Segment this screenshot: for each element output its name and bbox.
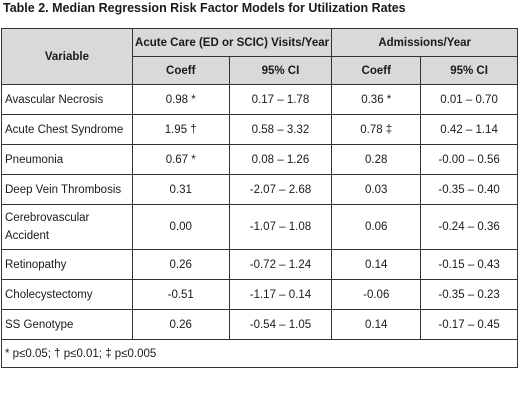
cell-coeff-acute: 0.26 xyxy=(131,309,230,340)
cell-ci-acute: -2.07 – 2.68 xyxy=(228,174,333,205)
cell-variable: Cholecystectomy xyxy=(1,279,133,310)
regression-table: Variable Acute Care (ED or SCIC) Visits/… xyxy=(1,28,518,368)
cell-ci-admissions: -0.35 – 0.40 xyxy=(420,174,518,205)
cell-ci-acute: -0.54 – 1.05 xyxy=(228,309,333,340)
cell-coeff-admissions: 0.14 xyxy=(331,249,422,280)
header-row-groups: Variable Acute Care (ED or SCIC) Visits/… xyxy=(1,28,518,85)
cell-coeff-acute: 0.26 xyxy=(131,249,230,280)
cell-ci-acute: -1.17 – 0.14 xyxy=(228,279,333,310)
cell-coeff-admissions: 0.03 xyxy=(331,174,422,205)
header-admissions: Admissions/Year xyxy=(331,28,518,57)
header-acute-care: Acute Care (ED or SCIC) Visits/Year xyxy=(131,28,333,57)
cell-coeff-acute: 1.95 † xyxy=(131,114,230,145)
header-ci-2: 95% CI xyxy=(420,56,518,85)
table-row: Cholecystectomy -0.51 -1.17 – 0.14 -0.06… xyxy=(1,279,518,310)
table-row: Avascular Necrosis 0.98 * 0.17 – 1.78 0.… xyxy=(1,84,518,115)
cell-ci-admissions: 0.01 – 0.70 xyxy=(420,84,518,115)
cell-coeff-admissions: -0.06 xyxy=(331,279,422,310)
cell-coeff-admissions: 0.06 xyxy=(331,204,422,250)
cell-variable: Cerebrovascular Accident xyxy=(1,204,133,250)
cell-ci-admissions: -0.24 – 0.36 xyxy=(420,204,518,250)
cell-ci-admissions: -0.17 – 0.45 xyxy=(420,309,518,340)
cell-ci-acute: 0.08 – 1.26 xyxy=(228,144,333,175)
table-row: Retinopathy 0.26 -0.72 – 1.24 0.14 -0.15… xyxy=(1,249,518,280)
cell-ci-admissions: 0.42 – 1.14 xyxy=(420,114,518,145)
header-variable: Variable xyxy=(1,28,133,85)
table-caption: Table 2. Median Regression Risk Factor M… xyxy=(3,1,406,15)
header-row-metrics: Coeff 95% CI Coeff 95% CI xyxy=(2,56,518,85)
cell-ci-admissions: -0.35 – 0.23 xyxy=(420,279,518,310)
footnote-row: * p≤0.05; † p≤0.01; ‡ p≤0.005 xyxy=(1,339,518,368)
cell-ci-acute: -1.07 – 1.08 xyxy=(228,204,333,250)
cell-ci-acute: 0.17 – 1.78 xyxy=(228,84,333,115)
header-coeff-1: Coeff xyxy=(131,56,230,85)
cell-variable: Acute Chest Syndrome xyxy=(1,114,133,145)
cell-ci-acute: 0.58 – 3.32 xyxy=(228,114,333,145)
cell-variable: Avascular Necrosis xyxy=(1,84,133,115)
cell-variable: Pneumonia xyxy=(1,144,133,175)
cell-coeff-acute: 0.31 xyxy=(131,174,230,205)
cell-ci-admissions: -0.00 – 0.56 xyxy=(420,144,518,175)
cell-ci-admissions: -0.15 – 0.43 xyxy=(420,249,518,280)
cell-coeff-acute: -0.51 xyxy=(131,279,230,310)
cell-coeff-acute: 0.98 * xyxy=(131,84,230,115)
cell-coeff-acute: 0.67 * xyxy=(131,144,230,175)
footnote: * p≤0.05; † p≤0.01; ‡ p≤0.005 xyxy=(1,339,518,368)
cell-coeff-admissions: 0.78 ‡ xyxy=(331,114,422,145)
cell-ci-acute: -0.72 – 1.24 xyxy=(228,249,333,280)
cell-variable: SS Genotype xyxy=(1,309,133,340)
table-row: SS Genotype 0.26 -0.54 – 1.05 0.14 -0.17… xyxy=(1,309,518,340)
cell-coeff-admissions: 0.28 xyxy=(331,144,422,175)
cell-coeff-admissions: 0.14 xyxy=(331,309,422,340)
header-ci-1: 95% CI xyxy=(228,56,333,85)
cell-coeff-acute: 0.00 xyxy=(131,204,230,250)
cell-variable: Deep Vein Thrombosis xyxy=(1,174,133,205)
table-row: Deep Vein Thrombosis 0.31 -2.07 – 2.68 0… xyxy=(1,174,518,205)
table-row: Pneumonia 0.67 * 0.08 – 1.26 0.28 -0.00 … xyxy=(1,144,518,175)
table-row: Acute Chest Syndrome 1.95 † 0.58 – 3.32 … xyxy=(1,114,518,145)
cell-coeff-admissions: 0.36 * xyxy=(331,84,422,115)
cell-variable: Retinopathy xyxy=(1,249,133,280)
header-coeff-2: Coeff xyxy=(331,56,422,85)
table-row: Cerebrovascular Accident 0.00 -1.07 – 1.… xyxy=(1,204,518,250)
